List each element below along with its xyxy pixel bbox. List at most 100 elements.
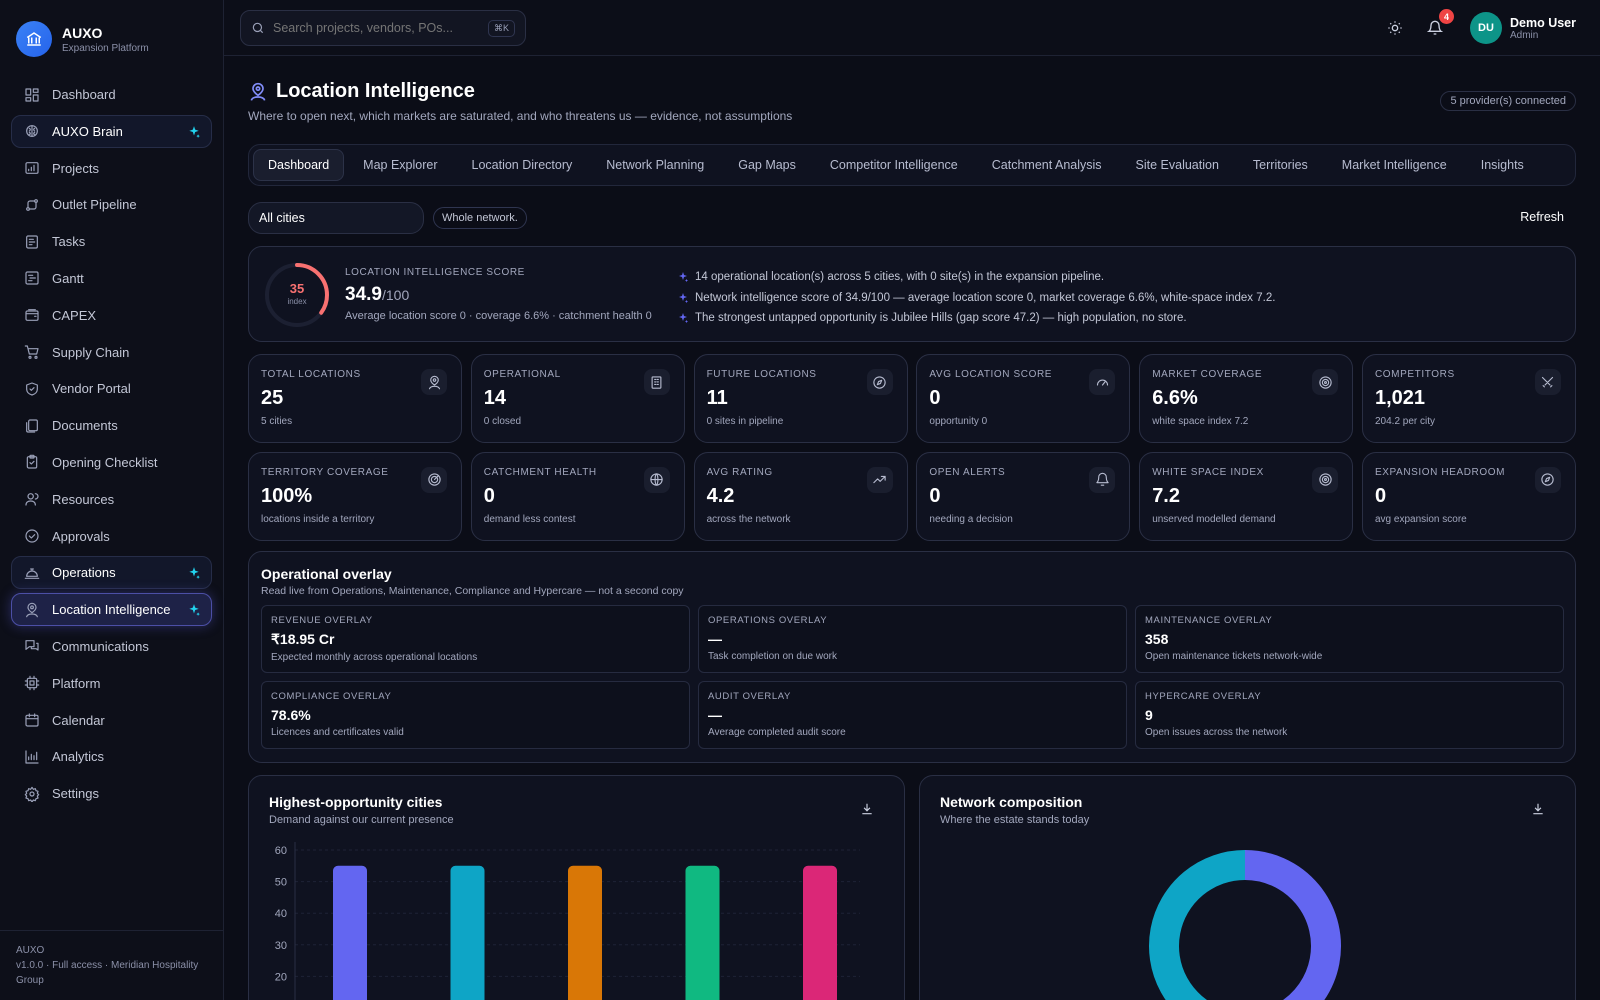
providers-badge[interactable]: 5 provider(s) connected	[1440, 91, 1576, 111]
chart-subtitle: Where the estate stands today	[940, 813, 1090, 826]
scope-chip[interactable]: Whole network.	[433, 207, 527, 229]
sidebar-item-projects[interactable]: Projects	[11, 152, 212, 185]
tab-catchment-analysis[interactable]: Catchment Analysis	[991, 158, 1102, 172]
sidebar-item-resources[interactable]: Resources	[11, 483, 212, 516]
sidebar-item-platform[interactable]: Platform	[11, 667, 212, 700]
user-name: Demo User	[1510, 15, 1576, 30]
bar[interactable]	[685, 865, 720, 1000]
tab-territories[interactable]: Territories	[1252, 158, 1308, 172]
score-out-of: /100	[381, 287, 410, 303]
chart-title: Network composition	[940, 793, 1083, 810]
kpi-card-market-coverage[interactable]: MARKET COVERAGE 6.6% white space index 7.2	[1139, 354, 1354, 443]
overlay-subtext: Expected monthly across operational loca…	[271, 651, 478, 663]
sidebar-item-settings[interactable]: Settings	[11, 777, 212, 810]
kpi-card-operational[interactable]: OPERATIONAL 14 0 closed	[470, 354, 685, 443]
sidebar-item-dashboard[interactable]: Dashboard	[11, 78, 212, 111]
tab-gap-maps[interactable]: Gap Maps	[738, 158, 796, 172]
gear-icon	[24, 786, 40, 802]
kpi-subtext: 0 sites in pipeline	[706, 416, 784, 427]
bar[interactable]	[803, 865, 837, 1000]
bar[interactable]	[450, 865, 485, 1000]
bar[interactable]	[333, 865, 367, 1000]
sidebar-item-gantt[interactable]: Gantt	[11, 262, 212, 295]
calendar-icon	[24, 712, 40, 728]
kpi-card-avg-rating[interactable]: AVG RATING 4.2 across the network	[693, 451, 908, 541]
search-icon	[251, 21, 265, 35]
overlay-label: OPERATIONS OVERLAY	[708, 614, 828, 626]
notifications-button[interactable]: 4	[1422, 9, 1454, 41]
donut-slice[interactable]	[1215, 849, 1341, 1000]
brand[interactable]: AUXO Expansion Platform	[0, 0, 223, 78]
kpi-label: COMPETITORS	[1374, 369, 1455, 380]
opportunity-chart-card: Highest-opportunity cities Demand agains…	[248, 774, 905, 1000]
tab-site-evaluation[interactable]: Site Evaluation	[1135, 158, 1219, 172]
target-icon	[1312, 369, 1339, 395]
sidebar-item-documents[interactable]: Documents	[11, 409, 212, 442]
kpi-card-catchment-health[interactable]: CATCHMENT HEALTH 0 demand less contest	[470, 451, 685, 541]
sparkle-icon	[187, 125, 201, 139]
tab-map-explorer[interactable]: Map Explorer	[363, 158, 438, 172]
sidebar-item-tasks[interactable]: Tasks	[11, 225, 212, 258]
sidebar-item-vendor-portal[interactable]: Vendor Portal	[11, 372, 212, 405]
score-label: LOCATION INTELLIGENCE SCORE	[345, 267, 525, 278]
location-user-icon	[421, 369, 447, 395]
sidebar-item-capex[interactable]: CAPEX	[11, 299, 212, 332]
overlay-label: REVENUE OVERLAY	[271, 614, 373, 626]
kpi-card-open-alerts[interactable]: OPEN ALERTS 0 needing a decision	[916, 451, 1131, 541]
overlay-value: 358	[1145, 630, 1169, 647]
tab-network-planning[interactable]: Network Planning	[606, 158, 705, 172]
sidebar-item-label: Tasks	[52, 234, 86, 250]
overlay-value: 78.6%	[271, 706, 311, 723]
tab-location-directory[interactable]: Location Directory	[471, 158, 573, 172]
sidebar-item-label: Resources	[52, 491, 115, 507]
tab-market-intelligence[interactable]: Market Intelligence	[1341, 158, 1447, 172]
search-box[interactable]: ⌘K	[240, 10, 526, 46]
refresh-button[interactable]: Refresh	[1520, 210, 1564, 224]
kpi-value: 25	[261, 387, 284, 409]
sidebar-item-auxo-brain[interactable]: AUXO Brain	[11, 114, 212, 148]
bar[interactable]	[568, 865, 602, 1000]
kpi-card-territory-coverage[interactable]: TERRITORY COVERAGE 100% locations inside a…	[248, 451, 462, 541]
tab-competitor-intelligence[interactable]: Competitor Intelligence	[829, 158, 958, 172]
overlay-subtext: Open issues across the network	[1145, 726, 1288, 738]
overlay-value: —	[708, 630, 722, 647]
sidebar-item-calendar[interactable]: Calendar	[11, 704, 212, 737]
kpi-card-competitors[interactable]: COMPETITORS 1,021 204.2 per city	[1361, 354, 1576, 443]
kpi-label: CATCHMENT HEALTH	[483, 466, 597, 478]
sidebar-item-approvals[interactable]: Approvals	[11, 520, 212, 553]
donut-slice[interactable]	[1149, 849, 1246, 1000]
overlay-subtext: Task completion on due work	[708, 650, 837, 662]
bell-icon	[1089, 466, 1116, 493]
kpi-card-white-space-index[interactable]: WHITE SPACE INDEX 7.2 unserved modelled de…	[1139, 451, 1354, 541]
download-icon[interactable]	[1531, 802, 1545, 816]
city-select[interactable]: All cities	[248, 202, 424, 234]
sidebar-item-communications[interactable]: Communications	[11, 630, 212, 663]
overlay-audit-overlay: AUDIT OVERLAY — Average completed audit sc…	[698, 680, 1127, 749]
download-icon[interactable]	[860, 802, 874, 816]
user-menu[interactable]: DU Demo User Admin	[1462, 12, 1576, 44]
insight-item: 14 operational location(s) across 5 citi…	[677, 267, 1275, 288]
insight-item: Network intelligence score of 34.9/100 —…	[677, 288, 1275, 309]
sidebar-item-label: Documents	[52, 418, 118, 434]
sparkle-icon	[187, 566, 201, 580]
sidebar-item-analytics[interactable]: Analytics	[11, 740, 212, 773]
sidebar-item-outlet-pipeline[interactable]: Outlet Pipeline	[11, 188, 212, 221]
search-input[interactable]	[273, 21, 473, 35]
tab-insights[interactable]: Insights	[1480, 158, 1524, 172]
kpi-card-expansion-headroom[interactable]: EXPANSION HEADROOM 0 avg expansion score	[1361, 451, 1576, 541]
main-content: Location Intelligence Where to open next…	[248, 56, 1576, 1000]
kpi-card-future-locations[interactable]: FUTURE LOCATIONS 11 0 sites in pipeline	[693, 354, 908, 443]
overlay-label: MAINTENANCE OVERLAY	[1145, 614, 1273, 626]
sidebar-item-opening-checklist[interactable]: Opening Checklist	[11, 446, 212, 479]
kpi-subtext: opportunity 0	[929, 416, 988, 427]
chart-subtitle: Demand against our current presence	[269, 813, 454, 826]
sidebar-item-location-intelligence[interactable]: Location Intelligence	[11, 593, 212, 627]
overlay-title: Operational overlay	[261, 565, 392, 582]
kpi-card-total-locations[interactable]: TOTAL LOCATIONS 25 5 cities	[248, 354, 462, 443]
kpi-card-avg-location-score[interactable]: AVG LOCATION SCORE 0 opportunity 0	[916, 354, 1131, 443]
theme-toggle-button[interactable]	[1382, 15, 1408, 41]
sidebar-item-label: Dashboard	[52, 87, 116, 102]
sidebar-item-operations[interactable]: Operations	[11, 556, 212, 590]
tab-dashboard[interactable]: Dashboard	[253, 149, 345, 181]
sidebar-item-supply-chain[interactable]: Supply Chain	[11, 336, 212, 369]
